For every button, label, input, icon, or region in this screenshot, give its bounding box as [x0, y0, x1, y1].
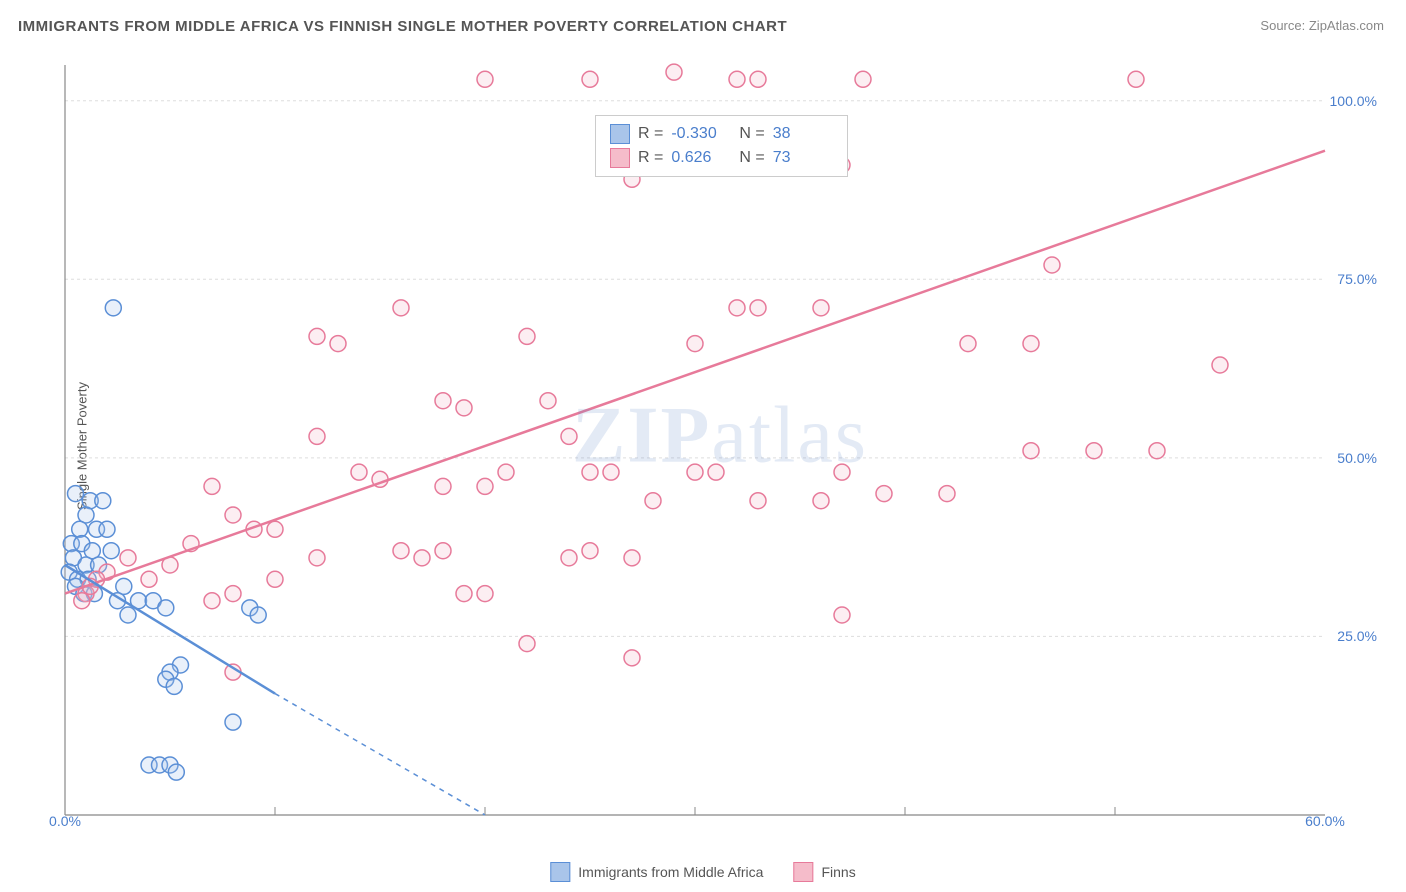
x-tick-label: 60.0%: [1305, 813, 1345, 829]
x-tick-label: 0.0%: [49, 813, 81, 829]
chart-area: ZIPatlas R = -0.330 N = 38 R = 0.626 N =…: [55, 55, 1385, 835]
source-attribution: Source: ZipAtlas.com: [1260, 18, 1384, 33]
legend-item-series2: Finns: [793, 862, 855, 882]
y-tick-label: 50.0%: [1337, 450, 1377, 466]
swatch-series1: [610, 124, 630, 144]
y-tick-label: 100.0%: [1330, 93, 1377, 109]
stats-row-series1: R = -0.330 N = 38: [610, 122, 833, 146]
n-label: N =: [739, 149, 764, 167]
chart-title: IMMIGRANTS FROM MIDDLE AFRICA VS FINNISH…: [18, 18, 787, 35]
bottom-legend: Immigrants from Middle Africa Finns: [550, 862, 855, 882]
stats-row-series2: R = 0.626 N = 73: [610, 146, 833, 170]
n-label: N =: [739, 125, 764, 143]
legend-item-series1: Immigrants from Middle Africa: [550, 862, 763, 882]
n-value-series1: 38: [773, 125, 833, 143]
swatch-series1: [550, 862, 570, 882]
r-label: R =: [638, 149, 663, 167]
stats-legend-box: R = -0.330 N = 38 R = 0.626 N = 73: [595, 115, 848, 177]
legend-label-series2: Finns: [821, 864, 855, 880]
swatch-series2: [610, 148, 630, 168]
y-tick-label: 75.0%: [1337, 271, 1377, 287]
legend-label-series1: Immigrants from Middle Africa: [578, 864, 763, 880]
r-value-series1: -0.330: [671, 125, 731, 143]
r-label: R =: [638, 125, 663, 143]
source-link[interactable]: ZipAtlas.com: [1309, 18, 1384, 33]
source-label: Source:: [1260, 18, 1305, 33]
n-value-series2: 73: [773, 149, 833, 167]
r-value-series2: 0.626: [671, 149, 731, 167]
y-tick-label: 25.0%: [1337, 628, 1377, 644]
swatch-series2: [793, 862, 813, 882]
